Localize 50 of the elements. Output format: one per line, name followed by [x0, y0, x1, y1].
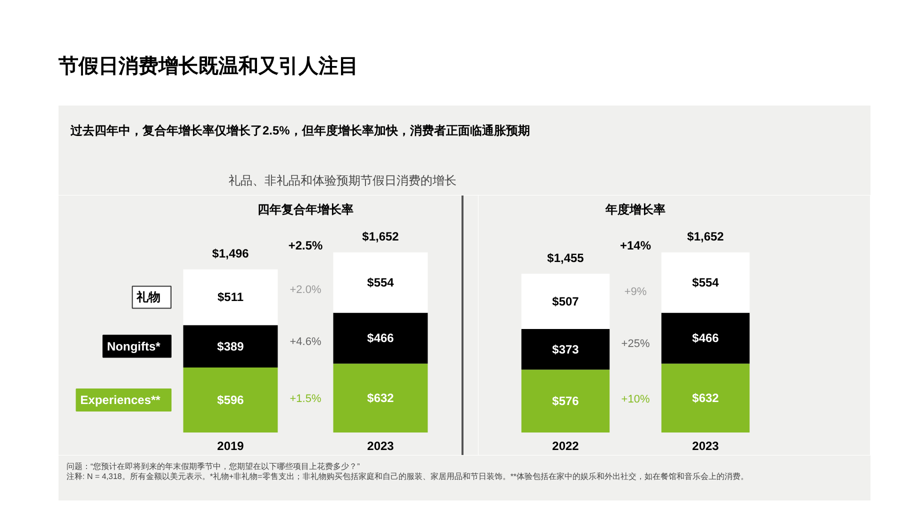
text: 问题：“您预计在即将到来的年末假期季节中，您期望在以下哪些项目上花费多少？”	[66, 462, 360, 471]
chart-subtitle: 过去四年中，复合年增长率仅增长了2.5%，但年度增长率加快，消费者正面临通胀预期	[70, 124, 530, 138]
data-label: $554	[367, 276, 394, 290]
series-label: 礼物	[135, 290, 160, 304]
bar	[333, 312, 428, 364]
series-label: Nongifts*	[107, 339, 161, 354]
annotation: +14%	[620, 238, 652, 252]
total-label: $1,455	[547, 250, 584, 265]
data-label: $554	[692, 276, 720, 290]
text: 礼品、非礼品和体验预期节假日消费的增长	[228, 174, 456, 188]
data-label: $576	[552, 394, 580, 408]
x-tick-label: 2022	[552, 438, 580, 453]
total-label: $1,496	[212, 246, 250, 260]
annotation: +2.0%	[290, 284, 322, 296]
x-tick-label: 2023	[367, 438, 394, 453]
data-label: $511	[217, 290, 244, 304]
data-label: $596	[217, 392, 244, 407]
series-label: Experiences**	[80, 392, 161, 407]
text: 四年复合年增长率	[258, 202, 354, 216]
annotation: +1.5%	[290, 392, 322, 405]
bar	[661, 252, 750, 313]
total-label: $1,652	[687, 229, 724, 244]
annotation: +25%	[621, 338, 650, 350]
data-label: $466	[367, 331, 394, 346]
bar	[521, 274, 610, 330]
bar	[183, 269, 278, 326]
chart-title: 节假日消费增长既温和又引人注目	[58, 54, 358, 78]
annotation: +2.5%	[288, 238, 324, 252]
bar	[333, 364, 428, 432]
bar	[333, 252, 428, 313]
x-tick-label: 2019	[217, 438, 244, 453]
bar	[521, 329, 610, 370]
data-label: $632	[692, 391, 720, 406]
bar	[661, 312, 750, 364]
data-label: $507	[552, 294, 580, 308]
data-label: $373	[552, 342, 580, 356]
annotation: +10%	[621, 394, 650, 406]
data-label: $389	[217, 339, 244, 354]
annotation: +9%	[624, 286, 647, 298]
annotation: +4.6%	[290, 336, 322, 348]
text: 年度增长率	[604, 202, 666, 216]
text: 注释: N = 4,318。所有金额以美元表示。*礼物+非礼物=零售支出；非礼物购买包括家庭和自己的服装、家居用品和节日装饰。**体验包括在家中的娱乐和外出社交，如在餐馆和音乐会上的消费。	[66, 472, 749, 481]
bar	[183, 325, 278, 368]
data-label: $466	[692, 331, 720, 346]
data-label: $632	[367, 391, 394, 406]
bar	[183, 367, 278, 432]
bar	[661, 364, 750, 432]
bar	[521, 370, 610, 432]
total-label: $1,652	[362, 229, 400, 244]
x-tick-label: 2023	[692, 438, 720, 453]
